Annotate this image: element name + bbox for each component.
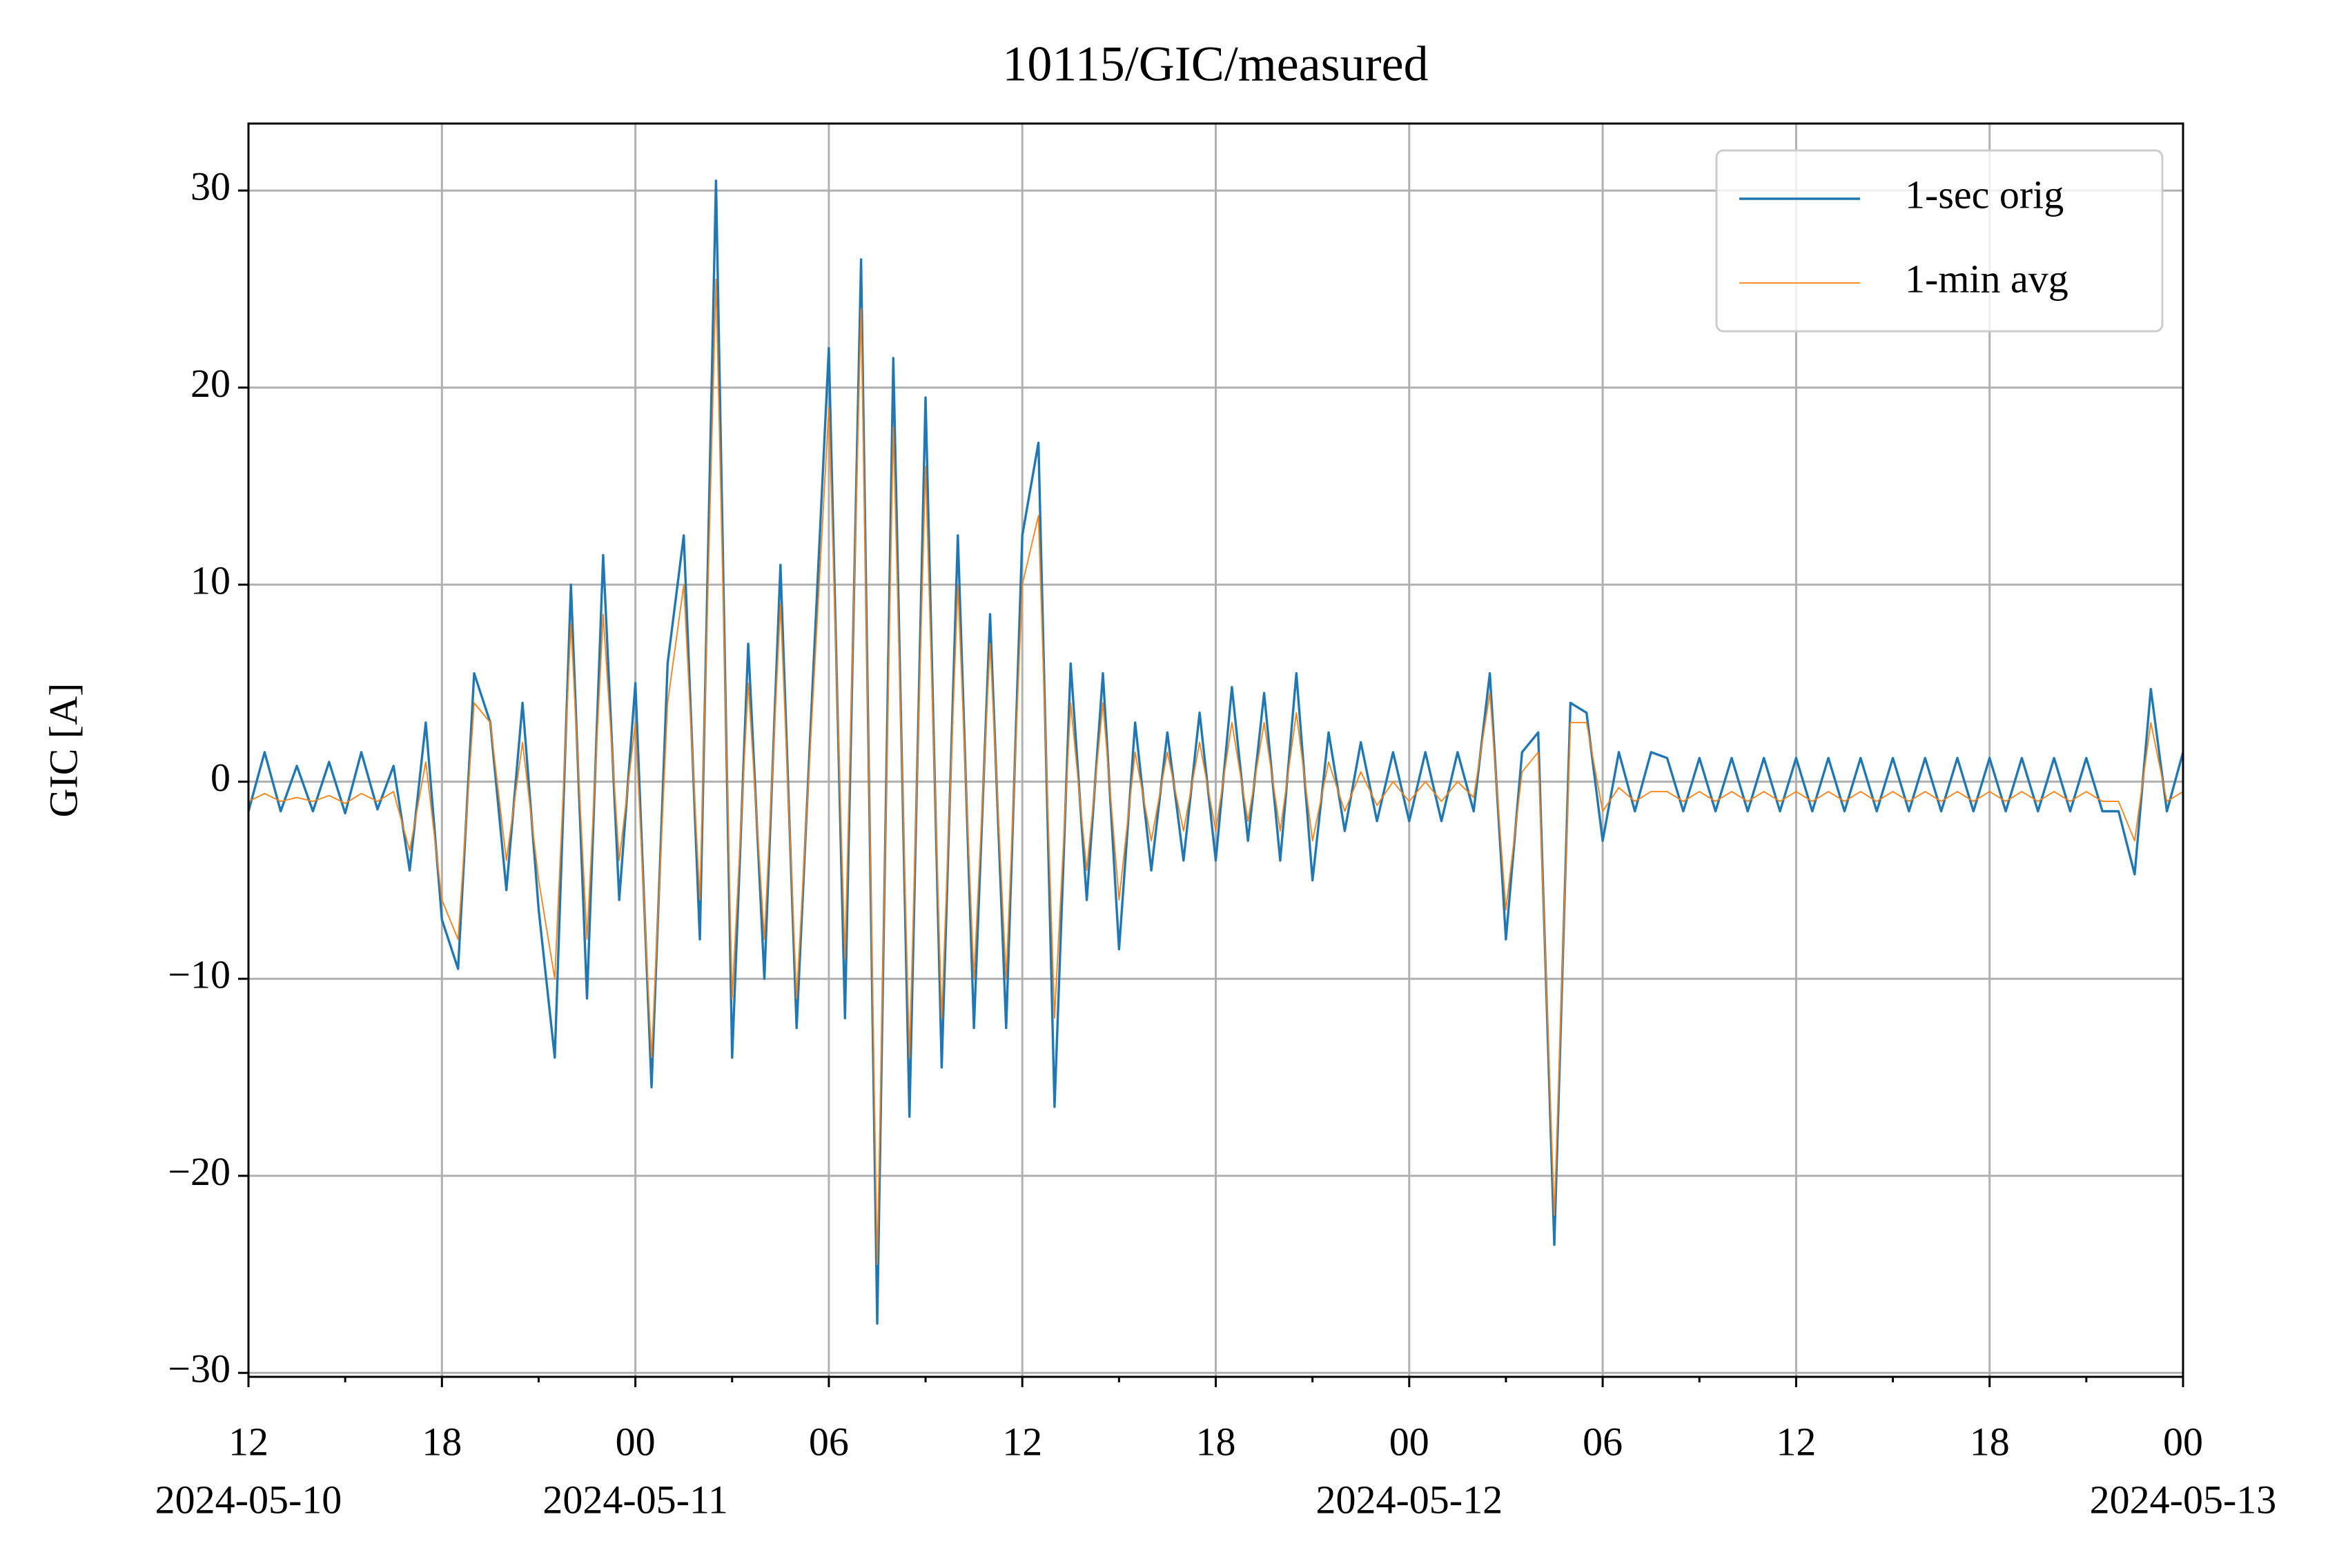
y-axis-label: GIC [A] [41,683,86,818]
chart-title: 10115/GIC/measured [1002,37,1428,92]
x-tick-label: 18 [1970,1419,2010,1464]
y-tick-label: −30 [168,1346,231,1391]
x-tick-label: 2024-05-13 [2090,1477,2277,1522]
x-tick-label: 00 [1389,1419,1429,1464]
y-tick-label: 30 [190,164,231,208]
x-tick-label: 12 [1002,1419,1042,1464]
legend-label: 1-sec orig [1905,172,2064,217]
legend-box [1715,149,2164,333]
x-tick-label: 00 [616,1419,656,1464]
x-tick-label: 12 [1776,1419,1816,1464]
plot-frame [247,122,2184,1378]
legend: 1-sec orig 1-min avg [1715,149,2164,333]
x-tick-label: 2024-05-12 [1315,1477,1503,1522]
series-line [248,278,2184,1266]
x-tick-label: 06 [1583,1419,1623,1464]
y-tick-label: 10 [190,558,231,602]
y-tick-label: −20 [168,1149,231,1194]
y-tick-label: 20 [190,361,231,406]
x-tick-label: 18 [422,1419,462,1464]
series-line [247,179,2184,1325]
x-tick-label: 12 [228,1419,268,1464]
x-tick-label: 18 [1196,1419,1236,1464]
x-tick-label: 00 [2163,1419,2203,1464]
x-tick-label: 2024-05-10 [155,1477,342,1522]
y-tick-label: 0 [211,755,231,800]
x-tick-label: 06 [809,1419,849,1464]
legend-label: 1-min avg [1905,256,2068,301]
x-tick-label: 2024-05-11 [542,1477,727,1522]
y-tick-label: −10 [168,952,231,997]
